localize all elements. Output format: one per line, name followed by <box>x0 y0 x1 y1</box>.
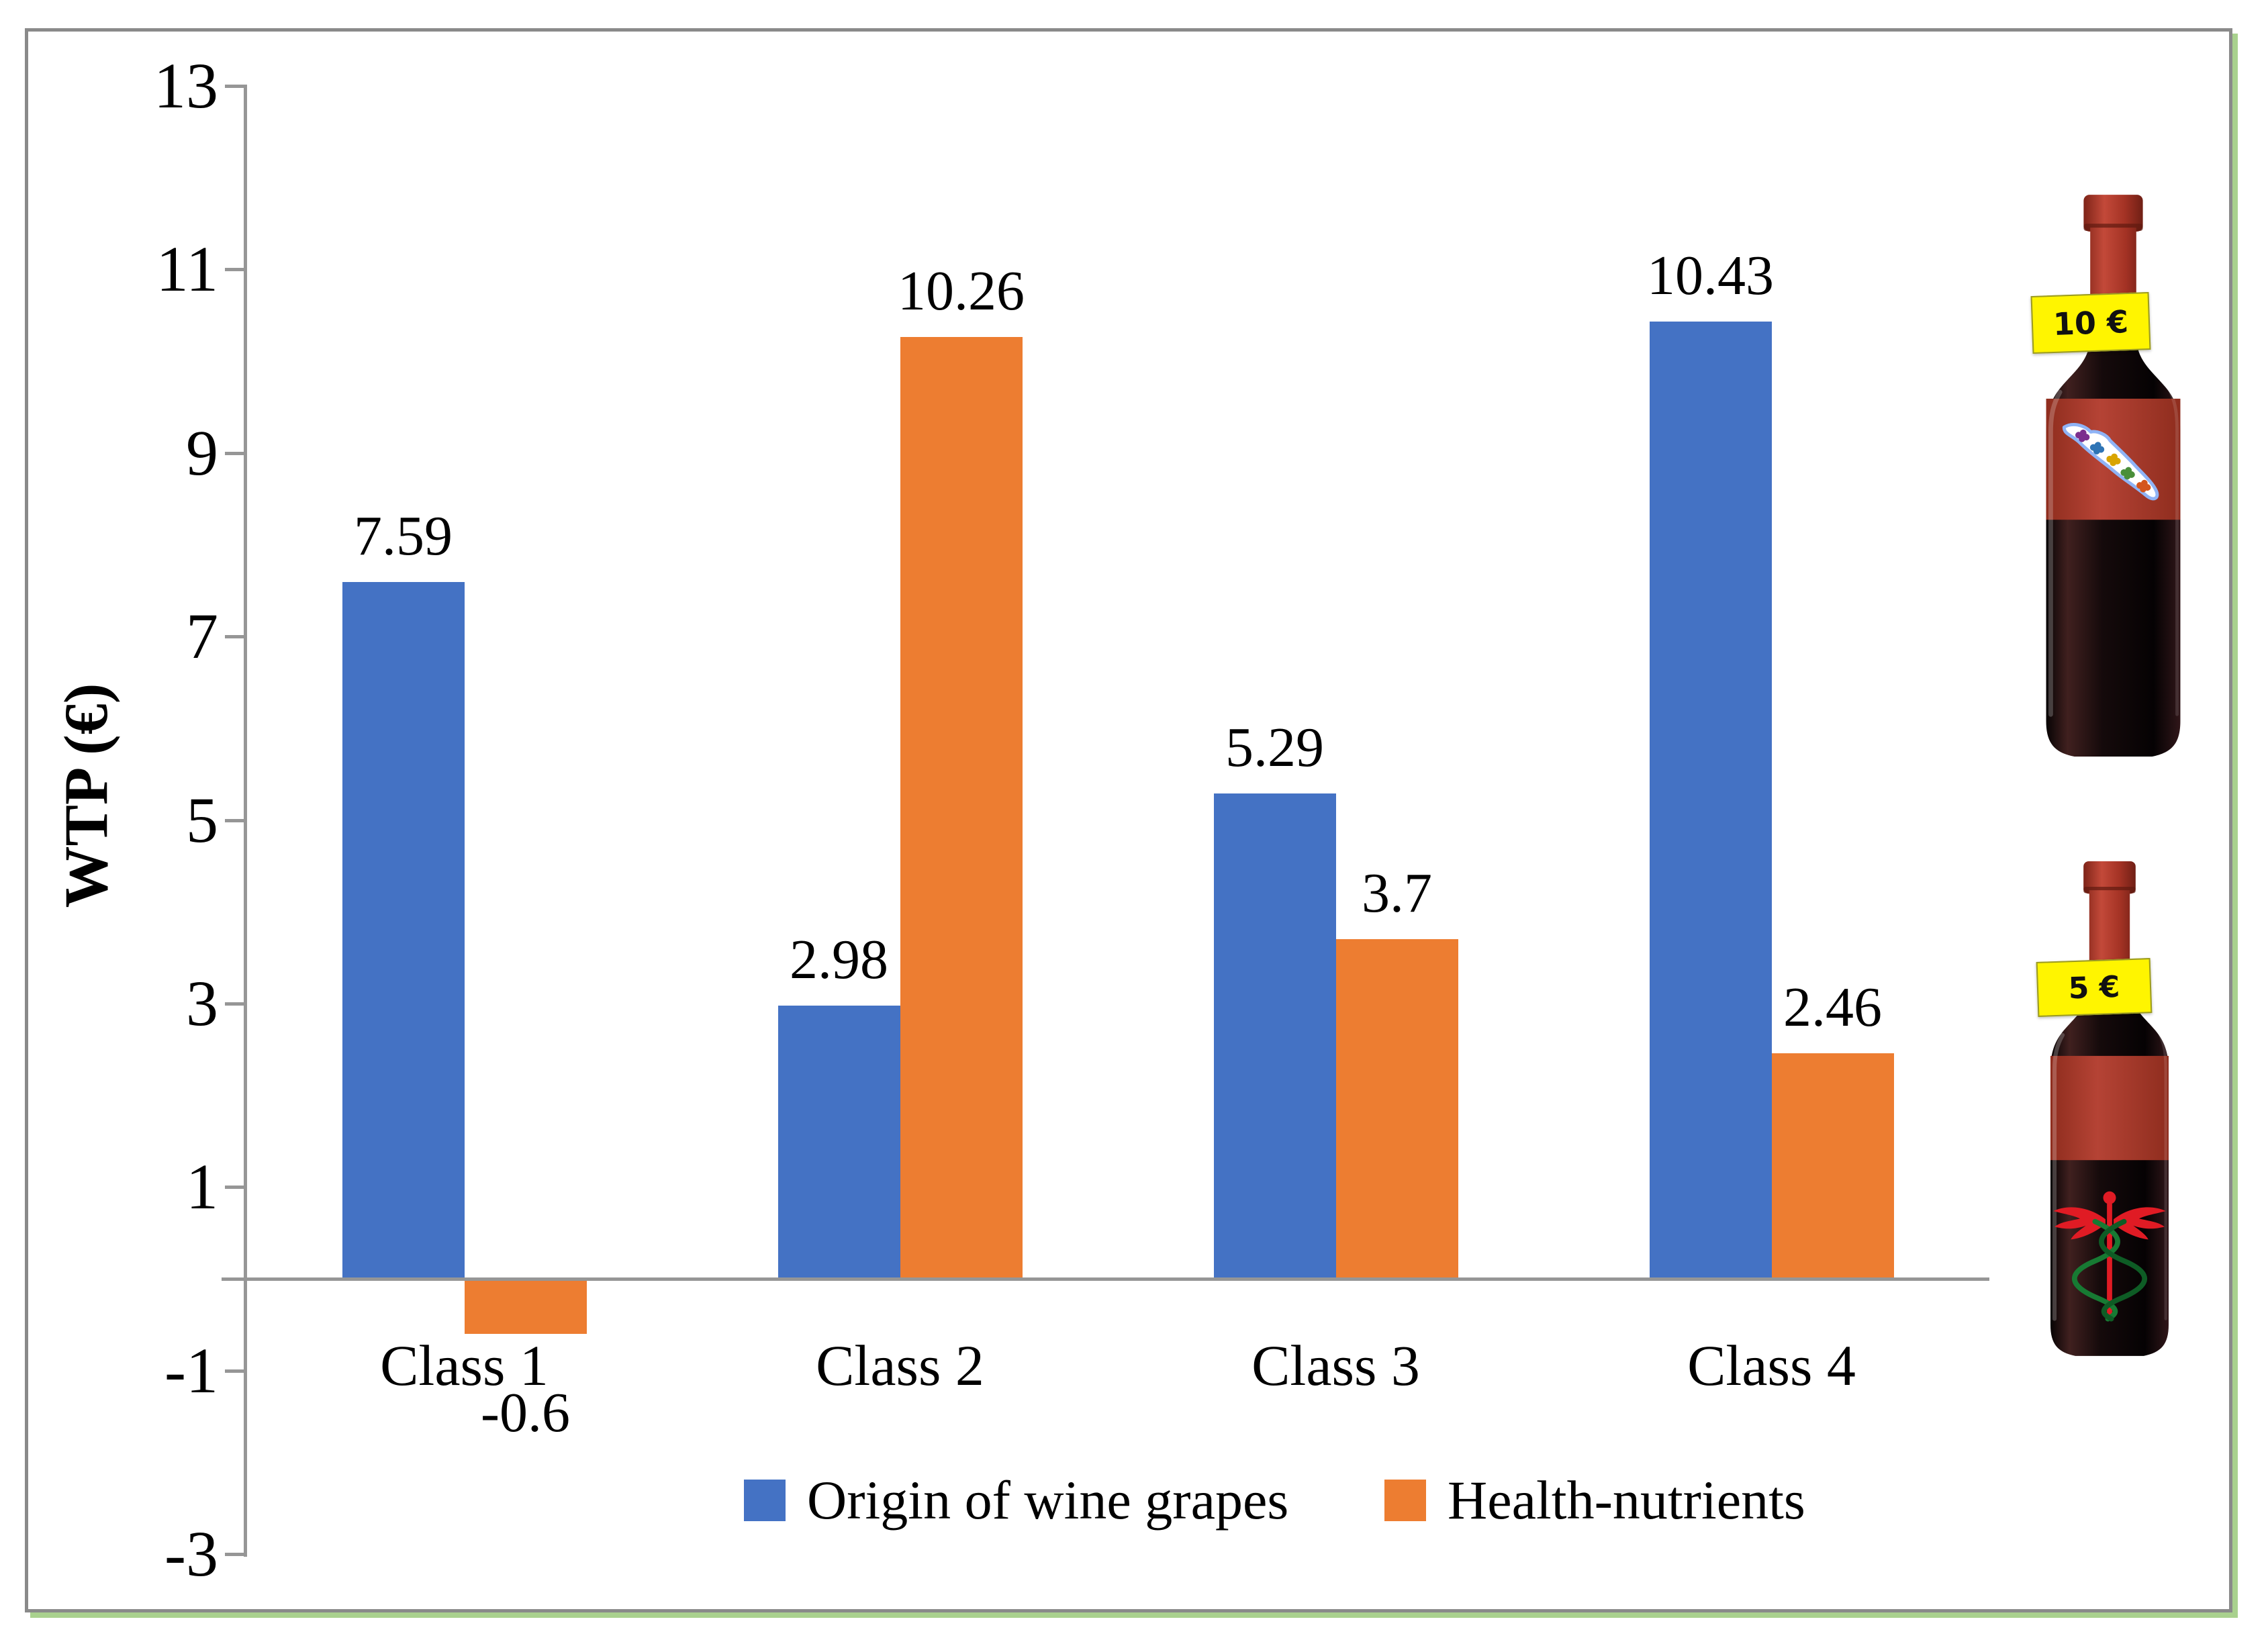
legend-item-origin: Origin of wine grapes <box>744 1469 1288 1532</box>
x-category-label-4: Class 4 <box>1687 1333 1856 1398</box>
y-tick-label: 9 <box>186 416 218 489</box>
bottle-body <box>2050 861 2169 1356</box>
grape-cluster-purple <box>2075 429 2090 442</box>
bar-origin-class-3 <box>1213 793 1336 1279</box>
y-tick <box>225 1186 245 1190</box>
y-tick-label: 11 <box>156 233 218 305</box>
y-tick-label: 13 <box>154 49 218 122</box>
caduceus-icon <box>2053 1191 2166 1322</box>
x-category-label-2: Class 2 <box>816 1333 984 1398</box>
x-category-label-3: Class 3 <box>1251 1333 1420 1398</box>
bar-value-label: -0.6 <box>481 1382 570 1445</box>
y-tick-label: 5 <box>186 783 218 856</box>
price-tag-10-euro: 10 € <box>2030 291 2151 354</box>
bar-value-label: 2.98 <box>790 928 888 991</box>
bar-value-label: 5.29 <box>1225 716 1324 779</box>
bar-origin-class-4 <box>1649 322 1772 1279</box>
grape-cluster-gold <box>2106 453 2121 467</box>
bar-origin-class-1 <box>342 582 465 1279</box>
y-tick-label: -3 <box>164 1518 218 1590</box>
y-tick-label: 7 <box>186 600 218 673</box>
bar-health-class-4 <box>1771 1053 1894 1279</box>
bar-value-label: 7.59 <box>354 505 453 568</box>
y-tick <box>225 1553 245 1557</box>
bar-health-class-2 <box>900 337 1023 1279</box>
y-axis-line <box>244 85 247 1557</box>
bottle-body <box>2046 195 2181 757</box>
italy-map-icon <box>2062 423 2159 501</box>
legend-label: Health-nutrients <box>1448 1469 1805 1531</box>
y-tick <box>225 268 245 272</box>
bar-value-label: 10.26 <box>898 260 1025 323</box>
legend-swatch-orange <box>1384 1480 1426 1521</box>
wine-bottle-origin-illustration <box>2046 195 2181 757</box>
bar-origin-class-2 <box>777 1005 900 1279</box>
wine-bottle-health-illustration <box>2050 861 2169 1356</box>
y-tick-label: 1 <box>186 1151 218 1223</box>
y-tick <box>225 84 245 88</box>
grape-cluster-orange <box>2136 479 2151 493</box>
grape-cluster-green <box>2120 467 2135 480</box>
y-tick-label: 3 <box>186 967 218 1039</box>
legend-swatch-blue <box>744 1480 786 1521</box>
y-tick <box>225 1002 245 1006</box>
legend-item-health: Health-nutrients <box>1384 1469 1805 1532</box>
legend-label: Origin of wine grapes <box>807 1469 1289 1531</box>
bar-value-label: 3.7 <box>1362 862 1432 925</box>
bar-value-label: 2.46 <box>1783 975 1882 1039</box>
price-tag-5-euro: 5 € <box>2036 958 2153 1017</box>
y-tick <box>225 1369 245 1373</box>
y-tick <box>225 635 245 639</box>
x-category-label-1: Class 1 <box>380 1333 549 1398</box>
y-tick-label: -1 <box>164 1334 218 1406</box>
bottle-label-band <box>2050 1055 2169 1161</box>
y-tick <box>225 818 245 822</box>
y-tick <box>225 451 245 455</box>
x-axis-line <box>222 1277 1989 1281</box>
bar-value-label: 10.43 <box>1647 244 1774 307</box>
bar-health-class-3 <box>1335 939 1458 1279</box>
bar-health-class-1 <box>464 1279 587 1335</box>
grape-cluster-blue <box>2089 442 2105 454</box>
